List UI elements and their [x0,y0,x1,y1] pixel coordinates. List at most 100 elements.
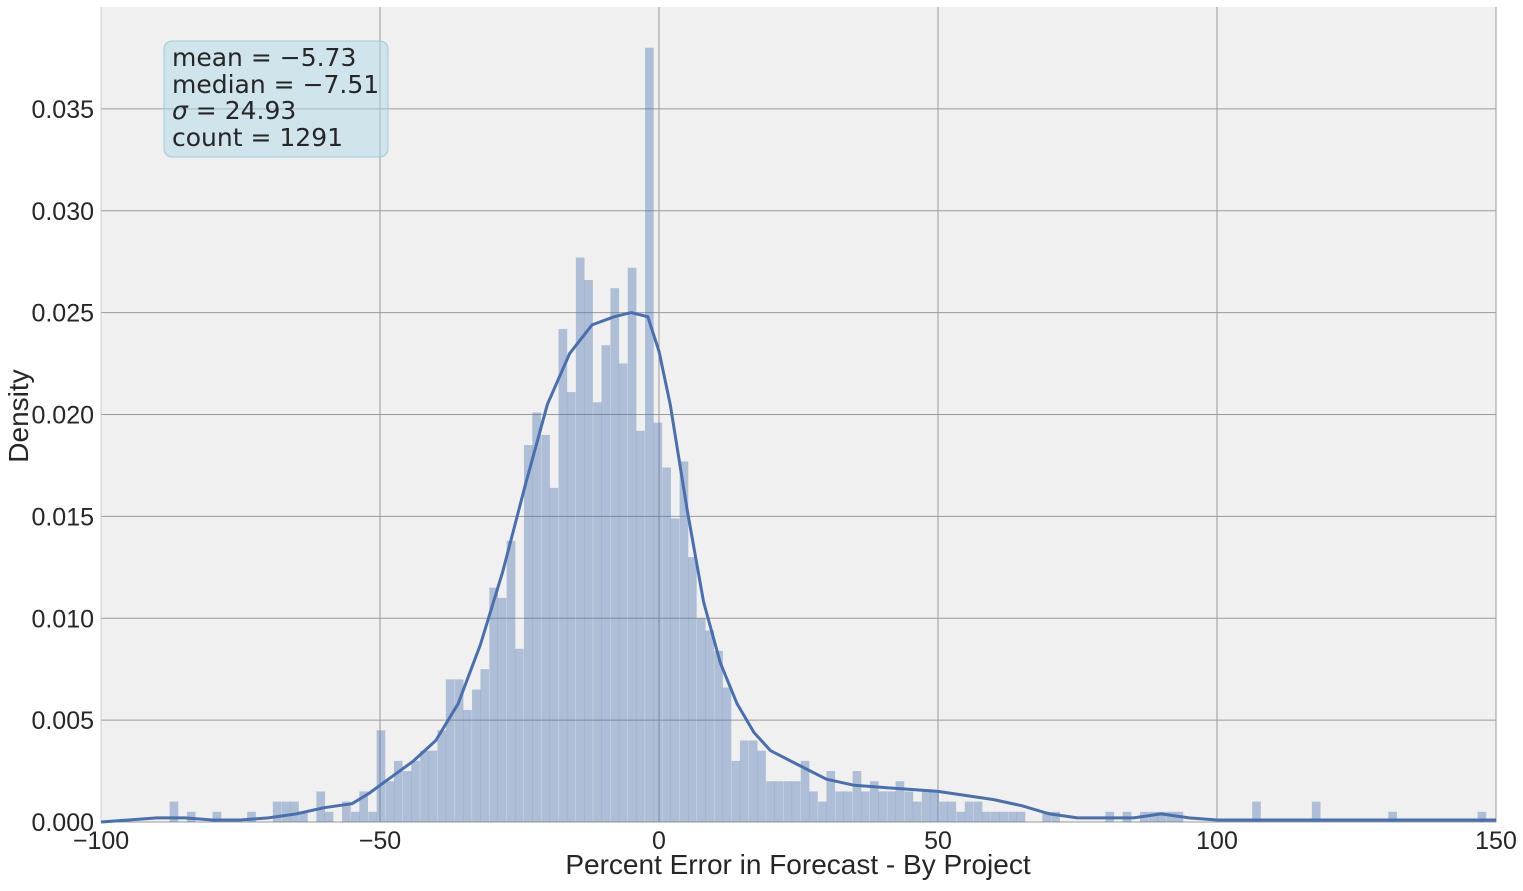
y-tick-label: 0.035 [31,96,94,124]
histogram-bar [818,801,827,822]
histogram-bar [852,771,862,822]
histogram-bar [169,801,179,822]
histogram-bar [653,422,663,822]
histogram-bar [705,630,714,822]
stats-median: median = −7.51 [172,70,379,99]
histogram-bar [904,791,914,822]
histogram-bar [290,801,299,822]
histogram-bar [376,730,386,822]
histogram-bar [887,791,896,822]
stats-sigma-label: σ [172,96,189,125]
histogram-bar [1252,801,1261,822]
stats-mean-eq: = [243,43,280,72]
histogram-bar [342,801,351,822]
y-tick-label: 0.000 [31,809,94,837]
histogram-bar [515,648,524,822]
histogram-bar [368,811,377,822]
histogram-bar [766,781,775,822]
histogram-bar [420,750,429,822]
histogram-bar [809,791,818,822]
histogram-bar [662,467,671,822]
x-tick-label: 150 [1475,827,1517,855]
histogram-bar [895,781,905,822]
histogram-bar [835,791,844,822]
histogram-bar [714,650,723,822]
histogram-bar [878,791,887,822]
histogram-bar [860,791,870,822]
histogram-bar [964,801,974,822]
y-tick-label: 0.025 [31,300,94,328]
histogram-bar [696,618,706,822]
histogram-bar [272,801,282,822]
histogram-bar [445,679,455,822]
stats-median-value: −7.51 [303,70,380,99]
histogram-bar [566,392,576,822]
histogram-bar [947,801,957,822]
stats-mean-label: mean [172,43,243,72]
stats-count-value: 1291 [279,123,343,152]
histogram-bar [670,518,680,822]
histogram-bar [601,345,611,822]
histogram-bar [212,811,222,822]
histogram-bar [428,750,438,822]
y-tick-label: 0.005 [31,707,94,735]
stats-median-eq: = [266,70,303,99]
histogram-bar [402,771,412,822]
histogram-bar [991,811,1000,822]
histogram-bar [999,811,1009,822]
histogram-bar [549,487,559,822]
histogram-bar [800,760,810,822]
histogram-bar [1148,811,1158,822]
histogram-bar [679,461,689,822]
histogram-bar [472,689,481,822]
histogram-bar [783,781,793,822]
histogram-bar [316,791,326,822]
histogram-bar [523,445,533,822]
histogram-bar [506,540,516,822]
x-tick-label: 100 [1196,827,1238,855]
histogram-bar [299,811,308,822]
histogram-bar [774,781,784,822]
histogram-bar [1016,811,1026,822]
stats-box: mean = −5.73 median = −7.51 σ = 24.93 co… [163,40,389,158]
histogram-bar [843,791,853,822]
histogram-bar [324,811,334,822]
histogram-bar [359,791,369,822]
histogram-bar [480,669,490,822]
histogram-bar [939,801,948,822]
histogram-bar [739,740,749,822]
histogram-bar [497,597,507,822]
tick-labels: −100 −50 0 50 100 150 0.000 0.005 0.010 0.015 0.02… [31,96,1516,855]
histogram-bar [541,434,550,822]
histogram-bar [636,430,645,822]
histogram-bar [956,811,966,822]
histogram-bar [489,587,499,822]
histogram-bar [584,280,593,822]
x-tick-label: −50 [359,827,401,855]
histogram-bar [1311,801,1321,822]
histogram-bar [350,811,360,822]
histogram-bar [912,801,922,822]
y-tick-label: 0.010 [31,605,94,633]
histogram-bar [973,801,983,822]
grid-lines [100,7,1497,823]
kde-curve-layer [100,311,1496,824]
stats-mean-value: −5.73 [280,43,357,72]
histogram-bar [454,679,464,822]
histogram-bar [1042,811,1051,822]
histogram-bar [645,47,654,822]
histogram-bar [463,709,472,822]
histogram-bar [247,811,256,822]
stats-sigma-value: 24.93 [225,96,297,125]
y-tick-label: 0.030 [31,198,94,226]
histogram-bar [869,781,879,822]
histogram-bar [627,267,637,822]
histogram-bar [688,557,697,822]
histogram-bar [731,760,741,822]
y-tick-label: 0.015 [31,503,94,531]
histogram-bar [610,288,620,822]
histogram-bar [921,791,931,822]
histogram-bar [1477,811,1487,822]
